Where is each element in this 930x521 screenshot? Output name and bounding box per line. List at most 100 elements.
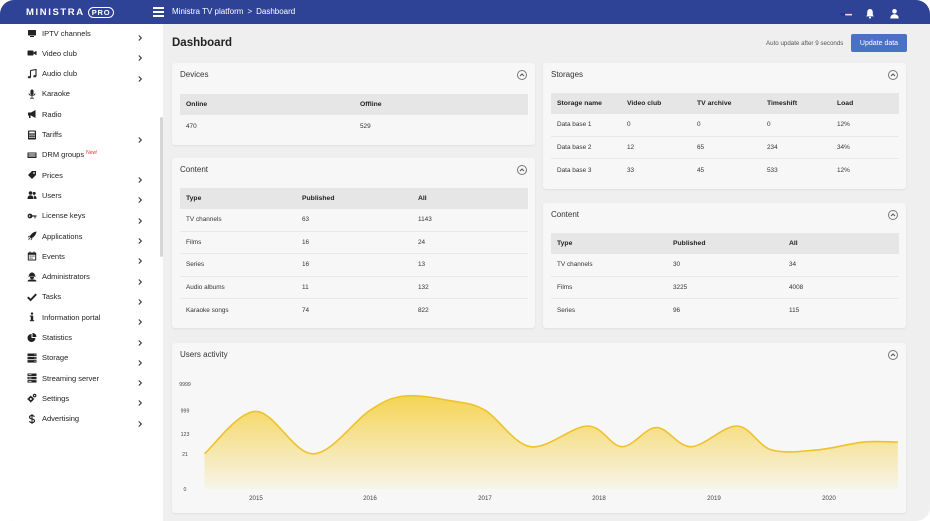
table-cell: 1143	[418, 216, 432, 224]
table-row: Audio albums 11 132	[180, 277, 528, 299]
x-tick-label: 2018	[592, 495, 606, 502]
x-tick-label: 2020	[822, 495, 836, 502]
table-cell: Series	[186, 261, 205, 269]
dollar-icon	[26, 413, 37, 424]
user-profile-icon[interactable]	[889, 6, 900, 19]
update-data-button[interactable]: Update data	[851, 34, 907, 52]
collapse-chevron-icon[interactable]	[888, 350, 898, 360]
table-row: Data base 3 33 45 533 12%	[551, 159, 899, 182]
table-cell: Data base 3	[557, 166, 592, 174]
devices-card-title: Devices	[180, 70, 209, 79]
sidebar-scrollbar[interactable]	[160, 117, 163, 257]
table-cell: Karaoke songs	[186, 306, 229, 314]
sidebar-item-radio[interactable]: Radio	[26, 107, 146, 121]
collapse-chevron-icon[interactable]	[517, 70, 527, 80]
sidebar-item-label: Administrators	[42, 272, 90, 282]
key-icon	[26, 210, 37, 221]
logo[interactable]: MINISTRA PRO	[26, 6, 115, 19]
chevron-right-icon	[136, 49, 144, 62]
sidebar-item-tariffs[interactable]: Tariffs	[26, 128, 146, 143]
sidebar-item-karaoke[interactable]: Karaoke	[26, 87, 146, 101]
sidebar-item-drm-groups[interactable]: DRM groups New!	[26, 148, 146, 162]
sidebar-item-label: Users	[42, 190, 62, 200]
sidebar-item-advertising[interactable]: Advertising	[26, 412, 146, 427]
sidebar-item-iptv-channels[interactable]: IPTV channels	[26, 26, 146, 41]
collapse-chevron-icon[interactable]	[517, 165, 527, 175]
price-tag-icon	[26, 170, 37, 181]
sidebar-item-applications[interactable]: Applications	[26, 229, 146, 244]
gears-icon	[26, 393, 37, 404]
collapse-chevron-icon[interactable]	[888, 70, 898, 80]
breadcrumb-separator: >	[247, 7, 253, 16]
collapse-chevron-icon[interactable]	[888, 210, 898, 220]
chevron-right-icon	[136, 29, 144, 41]
menu-toggle-icon[interactable]	[153, 7, 164, 17]
sidebar-item-audio-club[interactable]: Audio club	[26, 67, 146, 82]
sidebar-item-events[interactable]: Events	[26, 249, 146, 265]
devices-card: Devices Online Offline 470 529	[172, 63, 535, 145]
chevron-right-icon	[136, 212, 144, 224]
table-cell: Films	[186, 238, 202, 246]
sidebar-item-label: Settings	[42, 393, 70, 403]
content-card-right: Content Type Published All TV channels 30 34 F…	[543, 203, 906, 328]
sidebar-item-tasks[interactable]: Tasks	[26, 290, 146, 305]
sidebar-item-license-keys[interactable]: License keys	[26, 209, 146, 224]
column-header: Storage name	[557, 100, 602, 107]
table-cell: 822	[418, 306, 429, 314]
table-cell: 30	[673, 261, 681, 269]
column-header: Video club	[627, 100, 662, 107]
content-card-title: Content	[551, 210, 580, 219]
server-icon	[26, 373, 37, 384]
x-tick-label: 2015	[249, 495, 263, 502]
chevron-right-icon	[136, 70, 144, 82]
sidebar-item-prices[interactable]: Prices	[26, 168, 146, 183]
x-tick-label: 2019	[707, 495, 721, 502]
table-cell: TV channels	[557, 261, 593, 269]
column-header: Published	[673, 240, 706, 247]
table-row: TV channels 30 34	[551, 254, 899, 277]
chevron-right-icon	[136, 191, 144, 204]
us-flag-icon[interactable]	[840, 8, 852, 16]
table-row: Films 16 24	[180, 232, 528, 254]
table-row: Series 96 115	[551, 299, 899, 322]
table-header: Storage name Video club TV archive Timeshif…	[551, 93, 899, 114]
chevron-right-icon	[136, 252, 144, 265]
sidebar-item-settings[interactable]: Settings	[26, 391, 146, 407]
bell-icon[interactable]	[865, 6, 875, 19]
breadcrumb: Ministra TV platform > Dashboard	[172, 7, 295, 16]
chevron-right-icon	[136, 232, 144, 244]
sidebar-item-label: DRM groups	[42, 150, 85, 160]
logo-text: MINISTRA	[26, 7, 85, 18]
table-cell: 65	[697, 143, 705, 151]
sidebar-item-video-club[interactable]: Video club	[26, 46, 146, 62]
column-header: Timeshift	[767, 100, 798, 107]
sidebar: IPTV channels Video club Audio club Karaoke…	[0, 24, 163, 521]
chevron-right-icon	[136, 171, 144, 183]
table-cell: 11	[302, 283, 309, 291]
sidebar-item-statistics[interactable]: Statistics	[26, 331, 146, 346]
table-cell: 34	[789, 261, 797, 269]
content-card-title: Content	[180, 165, 209, 174]
table-cell: 0	[627, 121, 631, 129]
sidebar-item-storage[interactable]: Storage	[26, 351, 146, 366]
table-cell: 0	[767, 121, 771, 129]
table-cell: 96	[673, 306, 681, 314]
sidebar-item-label: Information portal	[42, 312, 101, 322]
sidebar-item-information-portal[interactable]: Information portal	[26, 310, 146, 326]
sidebar-item-administrators[interactable]: Administrators	[26, 270, 146, 285]
sidebar-item-users[interactable]: Users	[26, 188, 146, 204]
table-row: Karaoke songs 74 822	[180, 299, 528, 322]
sidebar-item-label: Radio	[42, 109, 62, 119]
table-cell: 16	[302, 238, 310, 246]
top-bar: MINISTRA PRO Ministra TV platform > Dash…	[0, 0, 930, 24]
sidebar-item-label: Audio club	[42, 69, 78, 79]
megaphone-icon	[26, 109, 37, 120]
sidebar-item-streaming-server[interactable]: Streaming server	[26, 371, 146, 386]
users-activity-card: Users activity 0 21 123 999 9999 2015 2016 2017…	[172, 343, 906, 513]
y-tick-label: 0	[184, 487, 187, 493]
breadcrumb-platform[interactable]: Ministra TV platform	[172, 7, 244, 16]
sidebar-item-label: License keys	[42, 211, 86, 221]
table-cell: 12	[627, 143, 635, 151]
